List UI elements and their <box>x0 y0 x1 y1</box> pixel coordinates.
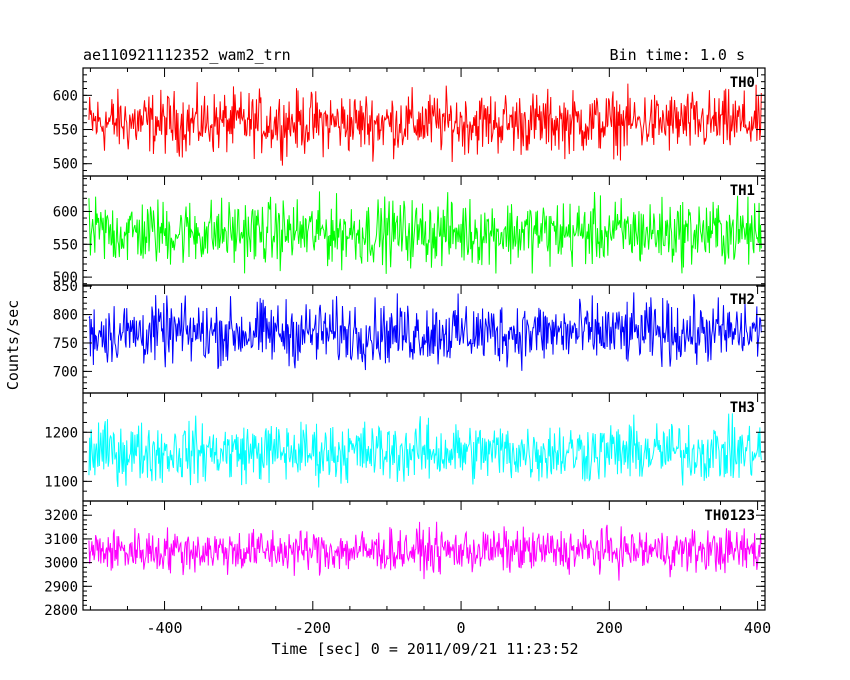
x-tick-label: 0 <box>457 619 466 637</box>
series-label-th3: TH3 <box>730 400 755 416</box>
series-label-th0: TH0 <box>730 75 755 91</box>
series-label-th0123: TH0123 <box>704 508 755 524</box>
y-tick-label: 700 <box>53 364 78 380</box>
y-tick-label: 600 <box>53 88 78 104</box>
y-tick-label: 2800 <box>44 603 78 619</box>
y-tick-label: 750 <box>53 336 78 352</box>
y-tick-label: 600 <box>53 204 78 220</box>
figure-title: ae110921112352_wam2_trn <box>83 46 291 64</box>
y-tick-label: 550 <box>53 123 78 139</box>
series-line-th0123 <box>88 521 762 581</box>
panel-th0: 500 550 600 TH0 <box>53 67 766 177</box>
x-axis: -400 -200 0 200 400 <box>89 68 771 637</box>
y-tick-label: 800 <box>53 308 78 324</box>
x-tick-label: -400 <box>146 619 182 637</box>
y-tick-label: 550 <box>53 237 78 253</box>
y-tick-label: 2900 <box>44 579 78 595</box>
y-tick-label: 3200 <box>44 508 78 524</box>
panel-th1: 500 550 600 TH1 <box>53 175 766 286</box>
y-axis-label: Counts/sec <box>4 300 22 390</box>
y-tick-label: 500 <box>53 157 78 173</box>
series-line-th0 <box>88 82 762 166</box>
series-label-th2: TH2 <box>730 292 755 308</box>
x-axis-label: Time [sec] 0 = 2011/09/21 11:23:52 <box>271 640 578 658</box>
bin-time-label: Bin time: 1.0 s <box>610 46 745 64</box>
panels-group: 500 550 600 TH0 500 550 600 TH1 700 750 800 850 TH2 1… <box>44 67 766 619</box>
series-line-th1 <box>88 191 762 274</box>
y-tick-label: 1200 <box>44 425 78 441</box>
x-tick-label: -200 <box>295 619 331 637</box>
panel-th0123: 2800 2900 3000 3100 3200 TH0123 <box>44 500 766 619</box>
x-tick-label: 200 <box>596 619 623 637</box>
series-label-th1: TH1 <box>730 183 755 199</box>
panel-th3: 1100 1200 TH3 <box>44 392 766 502</box>
y-tick-label: 850 <box>53 279 78 295</box>
panel-th2: 700 750 800 850 TH2 <box>53 279 766 394</box>
series-line-th2 <box>88 292 762 371</box>
y-tick-label: 500 <box>53 270 78 286</box>
y-tick-label: 3000 <box>44 556 78 572</box>
x-tick-label: 400 <box>744 619 771 637</box>
series-line-th3 <box>88 413 762 488</box>
y-tick-label: 3100 <box>44 532 78 548</box>
y-tick-label: 1100 <box>44 474 78 490</box>
